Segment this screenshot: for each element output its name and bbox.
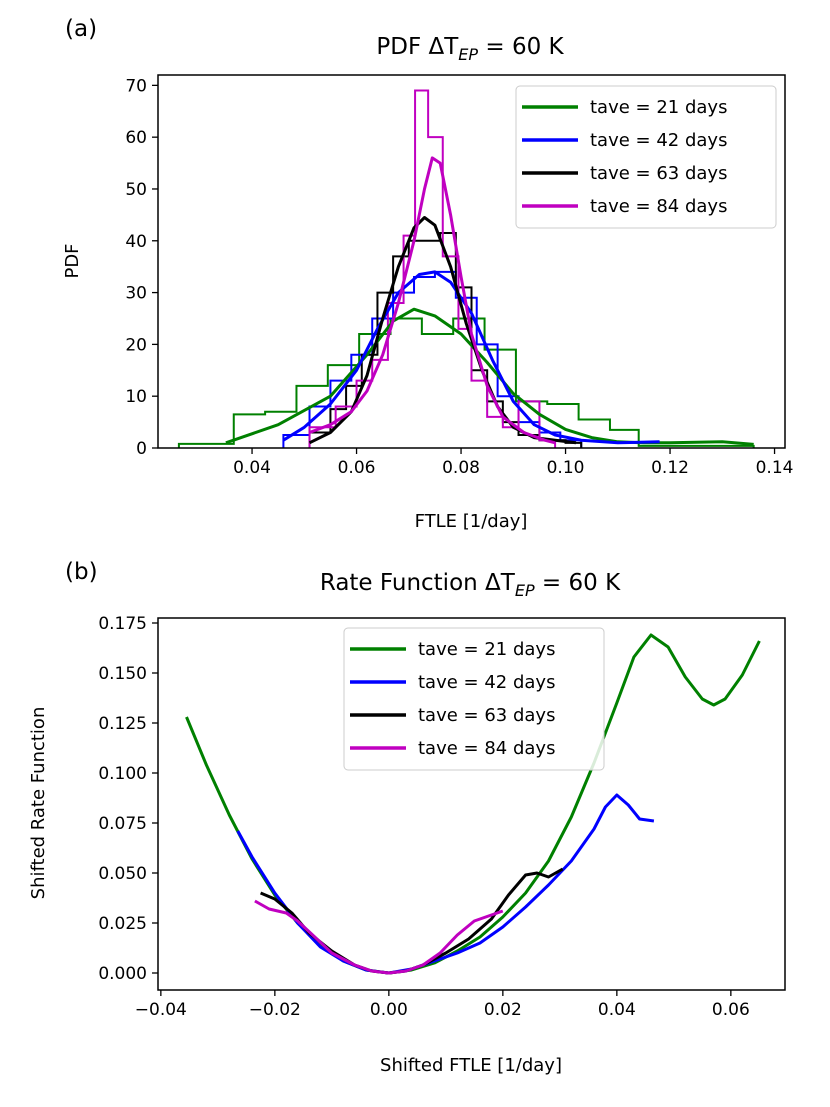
- panel-b: (b) Rate Function ΔTEP = 60 K −0.04 −0.02…: [28, 559, 786, 1076]
- kde-curve-1: [225, 307, 754, 446]
- panel-a: (a) PDF ΔTEP = 60 K 0.04 0.06 0.08 0.10 0.12…: [62, 16, 793, 532]
- panel-a-x-ticks: 0.04 0.06 0.08 0.10 0.12 0.14: [233, 448, 793, 478]
- panel-a-label: (a): [65, 16, 97, 42]
- panel-a-y-tick-label: 50: [125, 180, 147, 200]
- panel-b-x-tick-label: 0.00: [370, 1000, 408, 1020]
- legend-label-3: tave = 63 days: [418, 705, 555, 726]
- legend-label-1: tave = 21 days: [590, 97, 727, 118]
- panel-a-x-tick-label: 0.04: [233, 458, 271, 478]
- panel-b-x-tick-label: −0.04: [135, 1000, 187, 1020]
- panel-b-x-tick-label: −0.02: [249, 1000, 301, 1020]
- panel-b-y-tick-label: 0.025: [98, 914, 147, 934]
- legend-label-2: tave = 42 days: [590, 130, 727, 151]
- panel-b-y-label: Shifted Rate Function: [28, 707, 49, 900]
- panel-b-x-tick-label: 0.06: [712, 1000, 750, 1020]
- panel-a-x-tick-label: 0.06: [338, 458, 376, 478]
- panel-a-title: PDF ΔTEP = 60 K: [376, 34, 564, 64]
- panel-b-x-tick-label: 0.04: [598, 1000, 636, 1020]
- panel-a-kde-curves: [225, 156, 754, 446]
- panel-b-x-label: Shifted FTLE [1/day]: [380, 1055, 562, 1076]
- panel-a-y-tick-label: 60: [125, 128, 147, 148]
- histogram-1: [177, 317, 755, 448]
- rate-curve-3: [260, 867, 564, 975]
- panel-b-y-ticks: 0.000 0.025 0.050 0.075 0.100 0.125 0.150 0.175: [98, 614, 158, 984]
- panel-a-y-tick-label: 40: [125, 232, 147, 252]
- panel-b-rate-curves: [185, 633, 761, 975]
- panel-a-y-tick-label: 0: [136, 439, 147, 459]
- legend-label-2: tave = 42 days: [418, 672, 555, 693]
- panel-a-x-tick-label: 0.08: [442, 458, 480, 478]
- panel-b-y-tick-label: 0.175: [98, 614, 147, 634]
- panel-a-x-tick-label: 0.12: [651, 458, 689, 478]
- panel-a-legend-box: [515, 85, 777, 229]
- panel-b-y-tick-label: 0.150: [98, 664, 147, 684]
- panel-a-y-tick-label: 10: [125, 387, 147, 407]
- panel-b-label: (b): [65, 559, 98, 585]
- panel-b-x-ticks: −0.04 −0.02 0.00 0.02 0.04 0.06: [135, 990, 750, 1020]
- panel-b-y-tick-label: 0.000: [98, 964, 147, 984]
- panel-b-y-tick-label: 0.100: [98, 764, 147, 784]
- legend-label-1: tave = 21 days: [418, 639, 555, 660]
- panel-b-y-tick-label: 0.050: [98, 864, 147, 884]
- rate-curve-4: [254, 899, 504, 975]
- panel-a-y-tick-label: 20: [125, 335, 147, 355]
- legend-label-3: tave = 63 days: [590, 163, 727, 184]
- panel-a-y-tick-label: 30: [125, 284, 147, 304]
- panel-a-legend: tave = 21 days tave = 42 days tave = 63 da…: [515, 85, 777, 229]
- panel-a-axes-frame: [157, 74, 786, 449]
- panel-a-y-tick-label: 70: [125, 76, 147, 96]
- rate-curve-2: [236, 793, 655, 975]
- panel-a-y-label: PDF: [62, 243, 83, 278]
- panel-b-y-tick-label: 0.125: [98, 714, 147, 734]
- panel-a-y-ticks: 0 10 20 30 40 50 60 70: [125, 76, 158, 459]
- panel-b-legend: tave = 21 days tave = 42 days tave = 63 da…: [343, 627, 605, 771]
- legend-label-4: tave = 84 days: [590, 196, 727, 217]
- legend-label-4: tave = 84 days: [418, 738, 555, 759]
- panel-b-x-tick-label: 0.02: [484, 1000, 522, 1020]
- kde-curve-4: [308, 156, 556, 445]
- panel-b-axes-frame: [157, 617, 786, 991]
- kde-curve-2: [282, 270, 660, 445]
- panel-b-y-tick-label: 0.075: [98, 814, 147, 834]
- panel-a-x-tick-label: 0.14: [756, 458, 794, 478]
- panel-a-x-label: FTLE [1/day]: [415, 511, 528, 532]
- histogram-2: [282, 270, 583, 448]
- panel-b-title: Rate Function ΔTEP = 60 K: [320, 570, 621, 600]
- panel-a-x-tick-label: 0.10: [547, 458, 585, 478]
- panel-b-legend-box: [343, 627, 605, 771]
